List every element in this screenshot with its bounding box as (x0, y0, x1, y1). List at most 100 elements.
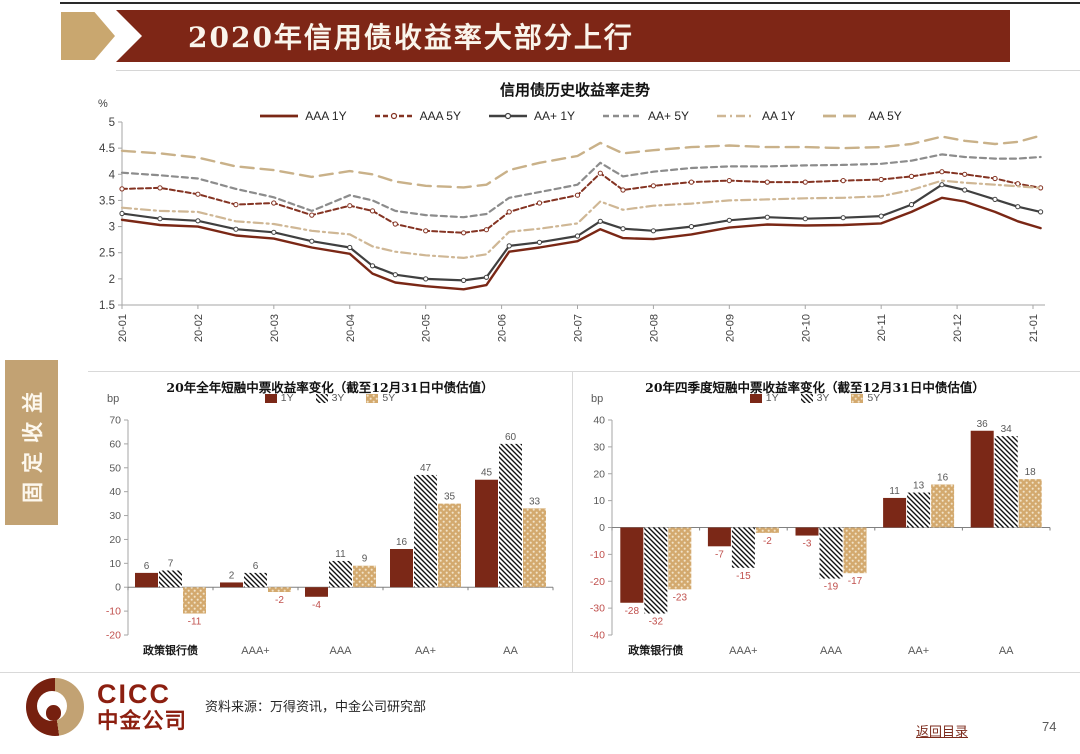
bar-value-label: 13 (913, 481, 925, 492)
source-note: 资料来源：万得资讯，中金公司研究部 (205, 700, 427, 715)
legend-item-AA-5Y: AA 5Y (821, 109, 902, 123)
bar-value-label: -28 (625, 606, 640, 617)
x-tick-label: 20-10 (800, 314, 812, 342)
bar-value-label: -32 (649, 617, 664, 628)
y-tick-label: 20 (109, 534, 121, 546)
marker (802, 179, 808, 185)
legend-label: AAA 5Y (419, 109, 461, 123)
legend-label: 1Y (280, 392, 294, 404)
bar-3Y-AA (499, 443, 522, 588)
y-tick-label: 30 (593, 441, 605, 453)
marker (195, 218, 201, 224)
bar-1Y-政策银行债 (135, 572, 158, 588)
bar-5Y-政策银行债 (668, 527, 692, 590)
bar-value-label: -3 (803, 539, 812, 550)
marker (620, 187, 626, 193)
bar-value-label: 16 (396, 537, 408, 548)
marker (939, 182, 945, 188)
marker (962, 187, 968, 193)
bar-5Y-AAA+ (268, 587, 291, 592)
marker (423, 228, 429, 234)
y-tick-label: 10 (593, 495, 605, 507)
marker (992, 175, 998, 182)
category-label: AA+ (415, 645, 436, 657)
bar-value-label: 60 (505, 432, 517, 443)
marker (764, 214, 770, 220)
bar-value-label: -4 (312, 600, 321, 611)
legend-item-AA+-1Y: AA+ 1Y (487, 109, 575, 123)
marker (992, 196, 998, 203)
y-tick-label: 2 (109, 274, 115, 286)
bar-3Y-AA+ (414, 474, 437, 588)
bar-3Y-政策银行债 (644, 527, 668, 614)
legend-label: AAA 1Y (305, 109, 347, 123)
series-AA+-5Y (120, 153, 1042, 219)
right-bp-unit-label: bp (591, 393, 604, 405)
category-label: AA (999, 645, 1014, 657)
category-label: AAA (820, 645, 843, 657)
bar-value-label: 6 (144, 561, 150, 572)
marker (1015, 204, 1021, 210)
marker (347, 244, 353, 251)
series-AAA-1Y (120, 196, 1042, 291)
y-tick-label: 4.5 (99, 143, 115, 155)
marker (392, 221, 398, 227)
bar-value-label: 6 (253, 561, 259, 572)
marker (309, 212, 315, 218)
bar-value-label: -23 (673, 592, 688, 603)
x-tick-label: 20-05 (421, 314, 433, 342)
x-tick-label: 20-06 (497, 314, 509, 342)
bar-1Y-AAA+ (220, 582, 243, 588)
category-label: 政策银行债 (628, 643, 683, 657)
cicc-logo-text: CICC 中金公司 (97, 681, 187, 733)
sidebar-tab-fixed-income[interactable]: 固定收益 (5, 360, 58, 525)
marker (483, 227, 489, 233)
bar-5Y-AAA (353, 565, 376, 588)
bar-5Y-AAA+ (755, 527, 779, 533)
marker (195, 191, 201, 197)
x-tick-label: 20-03 (269, 314, 281, 342)
y-tick-label: -10 (106, 606, 121, 618)
marker (620, 226, 626, 232)
bar-1Y-AAA (795, 527, 819, 536)
bar-3Y-AAA (819, 527, 843, 579)
marker (597, 218, 603, 224)
category-label: AA+ (908, 645, 929, 657)
bar-value-label: -19 (824, 582, 839, 593)
y-tick-label: 30 (109, 510, 121, 522)
marker (908, 173, 915, 180)
bar-5Y-AAA (843, 527, 867, 574)
bar-value-label: 34 (1001, 424, 1013, 435)
bar-value-label: 9 (362, 554, 368, 565)
bar-5Y-AA (1018, 479, 1042, 528)
cicc-logo-cn: 中金公司 (97, 709, 188, 733)
marker (233, 202, 239, 208)
back-to-toc-link[interactable]: 返回目录 (916, 725, 969, 740)
marker (688, 179, 695, 185)
x-tick-label: 21-01 (1028, 314, 1040, 342)
bar-value-label: -15 (736, 571, 751, 582)
marker (939, 169, 945, 175)
bar-3Y-AAA+ (731, 527, 755, 568)
y-tick-label: 3.5 (99, 195, 115, 207)
marker (506, 243, 512, 249)
line-chart-legend: AAA 1Y AAA 5Y AA+ 1Y AA+ 5Y AA 1Y AA 5Y (175, 109, 985, 123)
bar-1Y-AA+ (390, 549, 413, 588)
marker (878, 176, 884, 183)
marker (461, 230, 467, 236)
right-bar-chart: 40 30 20 10 0 -10 -20 -30 -40 政策银行债 -28 -32 -23 AAA+ -… (590, 415, 1051, 657)
page-title: 2020年信用债收益率大部分上行 (188, 21, 634, 54)
bar-value-label: -2 (763, 536, 772, 547)
top-rule (60, 2, 1080, 4)
marker (369, 208, 376, 214)
y-tick-label: 2.5 (99, 248, 115, 260)
marker (726, 217, 732, 223)
series-AA-5Y (120, 134, 1042, 189)
bar-3Y-政策银行债 (159, 570, 182, 588)
footer-separator (0, 672, 1080, 673)
marker (271, 200, 277, 206)
marker (840, 178, 846, 184)
bar-5Y-政策银行债 (183, 587, 206, 614)
marker (650, 183, 657, 189)
